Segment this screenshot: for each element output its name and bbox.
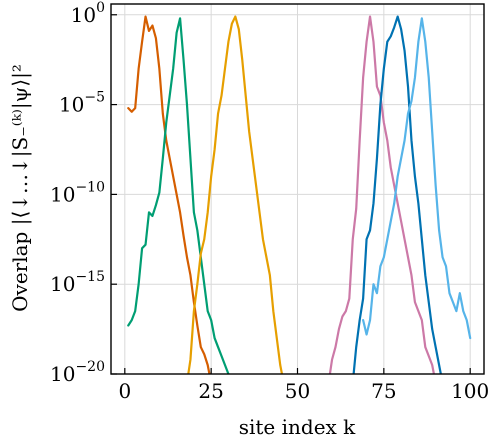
y-tick-label: 10−10 bbox=[50, 179, 105, 206]
x-tick-label: 75 bbox=[371, 379, 396, 403]
y-tick-label: 10−5 bbox=[59, 90, 105, 117]
x-tick-label: 100 bbox=[451, 379, 489, 403]
y-tick-exponent: 0 bbox=[96, 0, 105, 16]
y-tick-label: 10−15 bbox=[50, 269, 105, 296]
y-tick-base: 10 bbox=[50, 182, 75, 206]
series-line-6 bbox=[362, 17, 472, 340]
y-tick-exponent: −15 bbox=[75, 269, 105, 285]
series-line-3 bbox=[187, 15, 284, 374]
y-tick-base: 10 bbox=[50, 362, 75, 386]
y-tick-label: 10−20 bbox=[50, 359, 105, 386]
y-tick-exponent: −5 bbox=[84, 90, 105, 106]
y-tick-exponent: −10 bbox=[75, 179, 105, 195]
series-line-5 bbox=[352, 15, 442, 374]
series-line-4 bbox=[328, 15, 436, 374]
y-tick-exponent: −20 bbox=[75, 359, 105, 375]
x-tick-label: 50 bbox=[285, 379, 310, 403]
y-tick-label: 100 bbox=[71, 0, 105, 27]
y-tick-base: 10 bbox=[59, 93, 84, 117]
series-line-2 bbox=[127, 17, 230, 374]
x-tick-label: 25 bbox=[198, 379, 223, 403]
x-tick-label: 0 bbox=[118, 379, 131, 403]
x-axis-ticks: 0 25 50 75 100 bbox=[118, 368, 489, 403]
y-tick-base: 10 bbox=[50, 272, 75, 296]
series-layer bbox=[127, 15, 472, 374]
series-line-1 bbox=[127, 15, 211, 374]
y-tick-base: 10 bbox=[71, 3, 96, 27]
y-axis-label: Overlap |⟨↓…↓|S₋⁽ᵏ⁾|ψ⟩|² bbox=[8, 64, 33, 312]
x-axis-label: site index k bbox=[239, 415, 356, 439]
